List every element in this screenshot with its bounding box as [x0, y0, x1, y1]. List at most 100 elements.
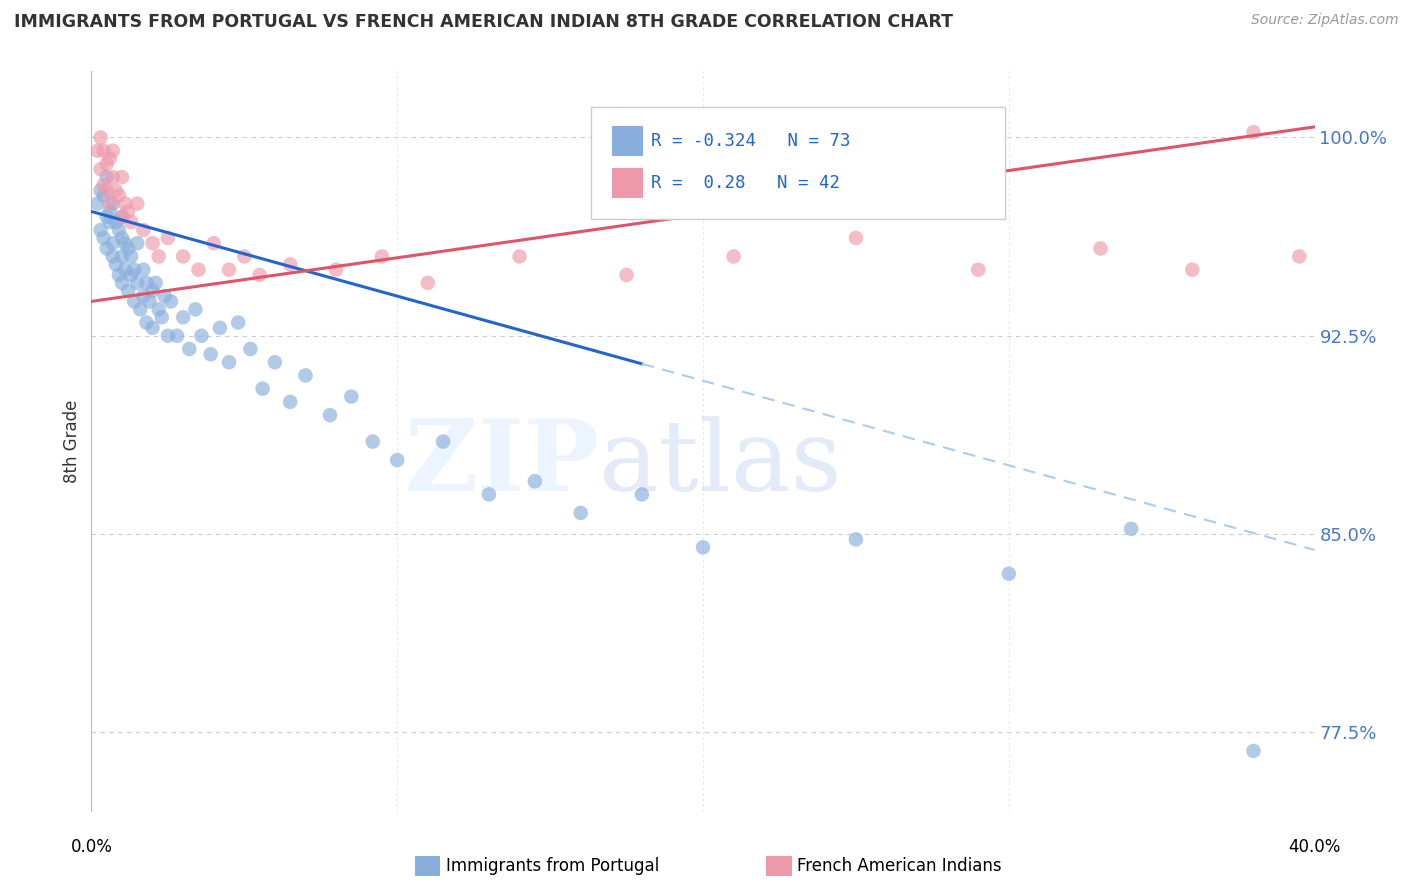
Point: [1181, 262, 1204, 277]
Point: [111, 210, 134, 224]
Point: [278, 395, 301, 409]
Point: [127, 196, 149, 211]
Point: [179, 342, 201, 356]
Point: [967, 262, 990, 277]
Point: [93, 231, 115, 245]
Point: [98, 196, 121, 211]
Point: [98, 215, 121, 229]
Point: [340, 390, 363, 404]
Point: [371, 250, 394, 264]
Point: [1288, 250, 1310, 264]
Point: [122, 294, 145, 309]
Point: [294, 368, 316, 383]
Point: [122, 262, 145, 277]
Point: [187, 262, 209, 277]
Point: [138, 294, 160, 309]
Point: [111, 231, 134, 245]
Point: [153, 289, 176, 303]
Point: [385, 453, 409, 467]
Point: [101, 170, 124, 185]
Point: [190, 328, 212, 343]
Point: [90, 130, 112, 145]
Point: [127, 276, 149, 290]
Point: [998, 566, 1021, 581]
Point: [148, 302, 170, 317]
Point: [111, 210, 134, 224]
Point: [156, 231, 179, 245]
Point: [96, 242, 118, 256]
Point: [104, 257, 127, 271]
Text: Source: ZipAtlas.com: Source: ZipAtlas.com: [1251, 13, 1399, 28]
Point: [98, 204, 121, 219]
Text: 0.0%: 0.0%: [70, 838, 112, 856]
Point: [101, 144, 124, 158]
Point: [278, 257, 301, 271]
Text: ZIP: ZIP: [404, 416, 599, 512]
Point: [1090, 242, 1112, 256]
Point: [101, 250, 124, 264]
Point: [523, 474, 546, 488]
Point: [86, 196, 108, 211]
Point: [233, 250, 256, 264]
Point: [111, 170, 134, 185]
Text: Immigrants from Portugal: Immigrants from Portugal: [446, 857, 659, 875]
Point: [184, 302, 207, 317]
Point: [101, 236, 124, 251]
Point: [108, 188, 131, 202]
Point: [616, 268, 638, 282]
Point: [319, 408, 342, 422]
Point: [172, 310, 194, 325]
Point: [117, 242, 139, 256]
Point: [156, 328, 179, 343]
Point: [104, 183, 127, 197]
Point: [111, 250, 134, 264]
Point: [114, 196, 136, 211]
Point: [93, 178, 115, 192]
Point: [90, 183, 112, 197]
Point: [252, 382, 274, 396]
Point: [108, 268, 131, 282]
Point: [432, 434, 454, 449]
Point: [160, 294, 183, 309]
Point: [141, 284, 163, 298]
Point: [218, 355, 240, 369]
Point: [129, 302, 152, 317]
Point: [117, 284, 139, 298]
Point: [114, 262, 136, 277]
Point: [111, 276, 134, 290]
Point: [127, 236, 149, 251]
Point: [96, 183, 118, 197]
Point: [90, 162, 112, 177]
Y-axis label: 8th Grade: 8th Grade: [63, 400, 82, 483]
Point: [141, 321, 163, 335]
Text: 40.0%: 40.0%: [1288, 838, 1341, 856]
Point: [361, 434, 384, 449]
Point: [104, 215, 127, 229]
Point: [93, 188, 115, 202]
Text: French American Indians: French American Indians: [797, 857, 1002, 875]
Text: R = -0.324   N = 73: R = -0.324 N = 73: [651, 132, 851, 150]
Point: [96, 157, 118, 171]
Point: [150, 310, 173, 325]
Point: [200, 347, 222, 361]
Point: [135, 276, 157, 290]
Point: [172, 250, 194, 264]
Text: IMMIGRANTS FROM PORTUGAL VS FRENCH AMERICAN INDIAN 8TH GRADE CORRELATION CHART: IMMIGRANTS FROM PORTUGAL VS FRENCH AMERI…: [14, 13, 953, 31]
Point: [93, 144, 115, 158]
Point: [117, 204, 139, 219]
Point: [96, 210, 118, 224]
Point: [101, 196, 124, 211]
Point: [845, 533, 868, 547]
Point: [145, 276, 167, 290]
Point: [90, 223, 112, 237]
Point: [226, 316, 249, 330]
Point: [132, 289, 155, 303]
Point: [141, 236, 163, 251]
Point: [98, 152, 121, 166]
Point: [148, 250, 170, 264]
Point: [1243, 744, 1265, 758]
Text: R =  0.28   N = 42: R = 0.28 N = 42: [651, 174, 839, 192]
Point: [132, 262, 155, 277]
Point: [108, 223, 131, 237]
Point: [239, 342, 262, 356]
